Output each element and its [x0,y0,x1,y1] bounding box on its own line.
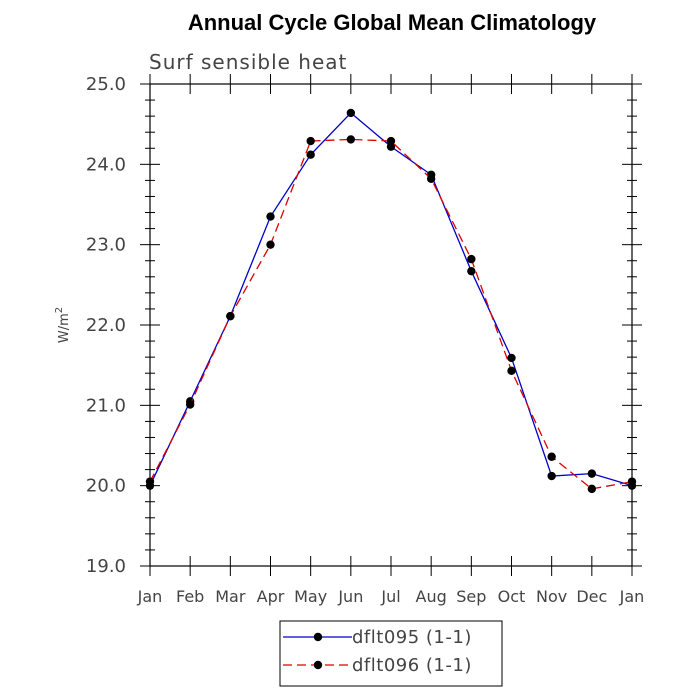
series-1-point [306,150,315,159]
series-2-point [185,400,195,409]
legend-marker-2 [313,660,323,670]
series-2-point [226,311,235,321]
y-axis-label: W/m2 [54,307,72,343]
series-2-point [426,174,436,183]
axis-ticks [140,74,642,576]
legend-marker-1 [313,632,323,642]
x-tick-label: Aug [416,587,447,606]
series-line-1 [149,112,633,487]
x-tick-label: Jan [137,587,163,606]
series-2-point [547,452,556,461]
series-2-point [507,366,516,375]
plot-frame [149,83,633,567]
y-tick-label: 21.0 [86,395,126,416]
series-1-point [507,353,516,363]
x-tick-label: Jun [337,587,363,606]
series-line-2 [149,138,633,490]
series-1-point [346,108,356,118]
series-1-point [266,212,275,221]
x-tick-label: Dec [576,587,607,606]
x-tick-label: Feb [176,587,204,606]
series-2-point [467,254,476,264]
x-tick-label: Mar [215,587,246,606]
y-tick-label: 24.0 [86,154,126,175]
series-1-point [587,469,597,478]
x-tick-labels: Jan Feb Mar Apr May Jun Jul Aug Sep Oct Nov Dec Jan [137,587,645,606]
series-2-point [346,135,356,144]
y-tick-label: 25.0 [86,74,126,95]
y-tick-labels: 19.0 20.0 21.0 22.0 23.0 24.0 25.0 [86,74,126,577]
chart-subtitle: Surf sensible heat [149,50,347,74]
series-2-point [587,484,597,494]
legend-label-2: dflt096 (1-1) [352,655,472,676]
legend-label-1: dflt095 (1-1) [352,627,472,648]
x-tick-label: Jul [380,587,400,606]
x-tick-label: Nov [536,587,567,606]
x-tick-label: Apr [257,587,285,606]
series-1-point [547,471,556,481]
x-tick-label: Sep [456,587,486,606]
x-tick-label: Oct [498,587,526,606]
chart-title: Annual Cycle Global Mean Climatology [188,10,597,35]
x-tick-label: May [294,587,327,606]
legend: dflt095 (1-1) dflt096 (1-1) [279,620,503,687]
y-tick-label: 20.0 [86,476,126,497]
y-tick-label: 22.0 [86,315,126,336]
series-1-point [467,266,476,276]
series-2-point [386,136,396,146]
series-2-point [266,240,275,249]
x-tick-label: Jan [619,587,645,606]
y-tick-label: 19.0 [86,556,126,577]
series-2-point [145,477,155,486]
y-tick-label: 23.0 [86,235,126,256]
series-2-point [306,136,315,146]
legend-box [279,620,503,687]
series-group [145,108,637,494]
series-2-point [627,477,637,486]
